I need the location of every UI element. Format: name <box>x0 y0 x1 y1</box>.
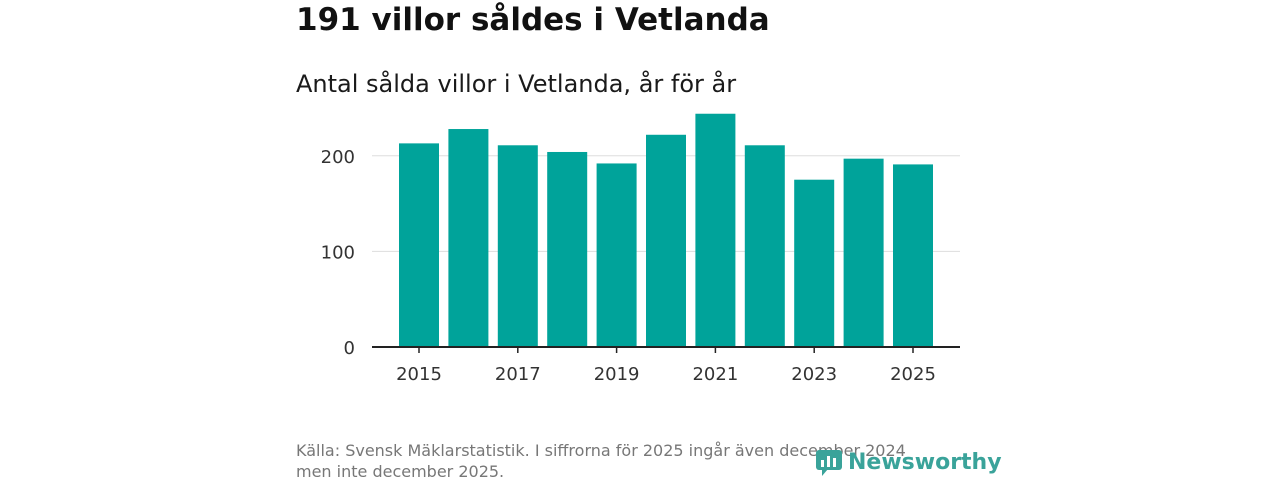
chart-subtitle: Antal sålda villor i Vetlanda, år för år <box>296 70 737 98</box>
newsworthy-logo-icon <box>816 450 842 476</box>
brand-name: Newsworthy <box>848 449 1002 475</box>
brand-logo: Newsworthy <box>814 444 1002 480</box>
chart-title: 191 villor såldes i Vetlanda <box>296 2 770 38</box>
source-line-2: men inte december 2025. <box>296 462 505 481</box>
y-tick-label-100: 100 <box>321 242 355 263</box>
source-line-1: Källa: Svensk Mäklarstatistik. I siffror… <box>296 441 906 460</box>
bar-2022 <box>744 145 785 347</box>
y-tick-label-200: 200 <box>321 147 355 168</box>
x-tick-label-2023: 2023 <box>791 364 837 385</box>
bar-2021 <box>695 113 736 348</box>
bar-2025 <box>893 164 933 347</box>
bar-2023 <box>794 179 835 347</box>
x-tick-label-2025: 2025 <box>890 364 936 385</box>
bar-2019 <box>596 163 637 347</box>
bar-2017 <box>497 145 538 347</box>
source-note: Källa: Svensk Mäklarstatistik. I siffror… <box>296 440 956 482</box>
axes: 0 100 200 2015 2017 2019 2021 2023 2025 <box>321 147 960 385</box>
y-tick-label-0: 0 <box>344 338 355 359</box>
bar-2024 <box>843 158 884 347</box>
x-tick-label-2015: 2015 <box>396 364 442 385</box>
bar-2020 <box>646 134 686 347</box>
x-tick-label-2021: 2021 <box>692 364 738 385</box>
x-tick-label-2017: 2017 <box>495 364 541 385</box>
bar-2016 <box>448 129 489 347</box>
bar-2015 <box>399 143 439 347</box>
bars <box>399 113 933 348</box>
x-tick-label-2019: 2019 <box>594 364 640 385</box>
bar-2018 <box>547 151 588 347</box>
